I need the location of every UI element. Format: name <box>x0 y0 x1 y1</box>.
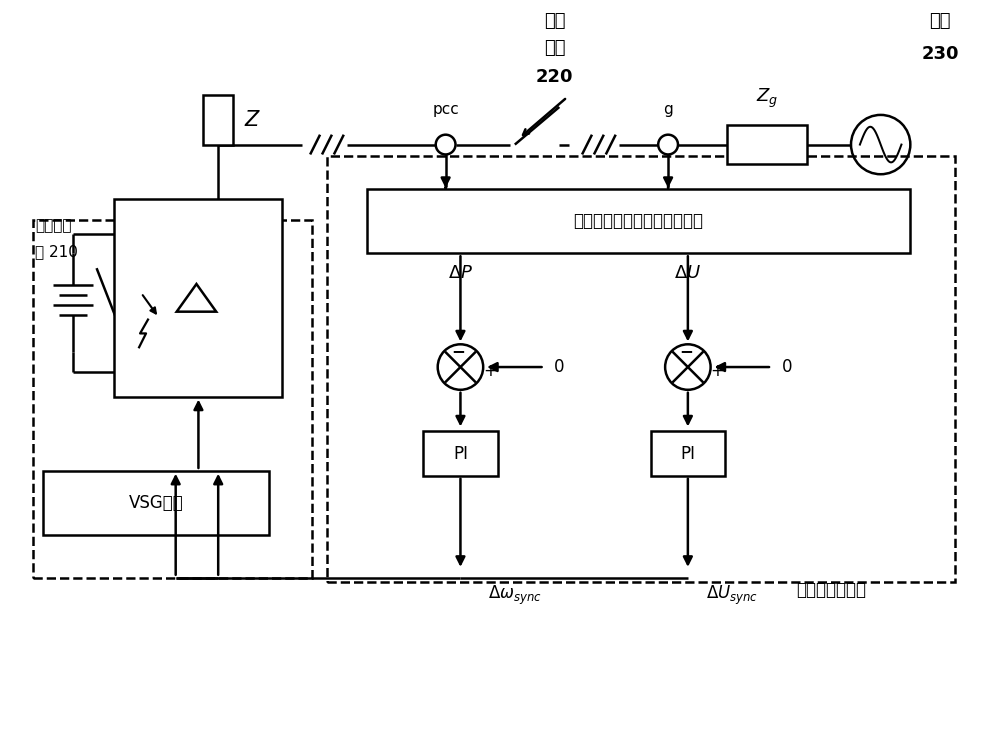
Text: −: − <box>679 342 693 360</box>
Text: $\Delta U_{sync}$: $\Delta U_{sync}$ <box>706 584 758 607</box>
Text: 0: 0 <box>554 358 565 376</box>
Text: g: g <box>663 102 673 117</box>
Text: pcc: pcc <box>432 102 459 117</box>
Text: 虚拟有功、无功功率差值计算: 虚拟有功、无功功率差值计算 <box>573 212 703 230</box>
Text: 220: 220 <box>536 68 573 86</box>
Bar <box>367 189 910 253</box>
Text: 电网: 电网 <box>929 12 951 30</box>
Text: +: + <box>483 362 497 380</box>
Text: $\Delta U$: $\Delta U$ <box>674 264 701 282</box>
Text: 0: 0 <box>781 358 792 376</box>
Text: PI: PI <box>680 444 695 462</box>
Bar <box>423 431 498 476</box>
Text: 开关: 开关 <box>544 39 565 56</box>
Bar <box>114 199 282 397</box>
Bar <box>33 220 312 578</box>
Text: $Z$: $Z$ <box>244 110 261 130</box>
Text: 同步补偿值计算: 同步补偿值计算 <box>796 580 866 599</box>
Text: $\Delta\omega_{sync}$: $\Delta\omega_{sync}$ <box>488 584 542 607</box>
Text: 器 210: 器 210 <box>35 244 78 259</box>
Text: $\Delta P$: $\Delta P$ <box>448 264 473 282</box>
Text: +: + <box>711 362 724 380</box>
Text: −: − <box>452 342 465 360</box>
Bar <box>651 431 725 476</box>
Bar <box>327 157 955 582</box>
Text: PI: PI <box>453 444 468 462</box>
Text: $Z_g$: $Z_g$ <box>756 87 778 110</box>
Text: VSG算法: VSG算法 <box>129 494 183 512</box>
Text: 并网: 并网 <box>544 12 565 30</box>
Bar <box>727 125 807 164</box>
Bar <box>43 471 269 535</box>
Bar <box>203 95 233 145</box>
Text: 230: 230 <box>921 45 959 62</box>
Text: 储能变流: 储能变流 <box>35 218 72 233</box>
